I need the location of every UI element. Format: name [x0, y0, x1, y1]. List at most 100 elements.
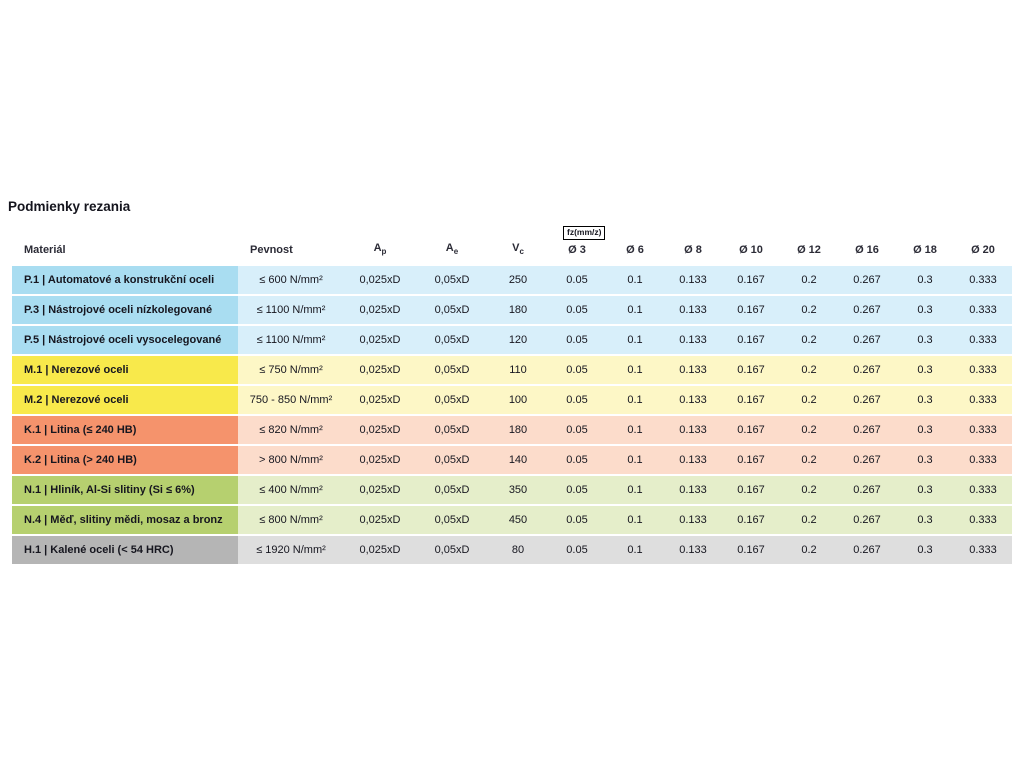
feed-cell: 0.333 — [969, 484, 997, 496]
feed-cell: 0.2 — [801, 454, 817, 466]
feed-cell: 0.133 — [679, 514, 707, 526]
header-diameter-18: Ø 18 — [913, 244, 937, 256]
feed-cell: 0.3 — [917, 544, 933, 556]
ae-cell: 0,05xD — [434, 304, 470, 316]
feed-cell: 0.133 — [679, 424, 707, 436]
feed-cell: 0.05 — [566, 544, 588, 556]
feed-cell: 0.267 — [853, 424, 881, 436]
pevnost-cell: 750 - 850 N/mm² — [249, 394, 333, 406]
feed-cell: 0.167 — [737, 544, 765, 556]
ap-cell: 0,025xD — [359, 364, 401, 376]
feed-cell: 0.133 — [679, 304, 707, 316]
feed-cell: 0.167 — [737, 484, 765, 496]
header-ap: Ap — [344, 242, 416, 264]
feed-cell: 0.3 — [917, 364, 933, 376]
feed-cell: 0.3 — [917, 394, 933, 406]
feed-cell: 0.133 — [679, 334, 707, 346]
header-material: Materiál — [24, 244, 66, 256]
pevnost-cell: ≤ 1100 N/mm² — [256, 334, 326, 346]
feed-cell: 0.267 — [853, 394, 881, 406]
pevnost-cell: ≤ 1100 N/mm² — [256, 304, 326, 316]
header-ae: Ae — [416, 242, 488, 264]
feed-cell: 0.1 — [627, 454, 643, 466]
ap-cell: 0,025xD — [359, 424, 401, 436]
pevnost-cell: ≤ 400 N/mm² — [259, 484, 323, 496]
header-ap-base: A — [373, 241, 382, 254]
feed-cell: 0.333 — [969, 304, 997, 316]
material-cell: P.5 | Nástrojové oceli vysocelegované — [12, 326, 238, 354]
feed-cell: 0.05 — [566, 484, 588, 496]
material-cell: K.1 | Litina (≤ 240 HB) — [12, 416, 238, 444]
header-pevnost: Pevnost — [250, 244, 293, 256]
header-vc: Vc — [488, 242, 548, 264]
ap-cell: 0,025xD — [359, 544, 401, 556]
feed-cell: 0.3 — [917, 274, 933, 286]
feed-cell: 0.05 — [566, 454, 588, 466]
feed-cell: 0.2 — [801, 394, 817, 406]
feed-cell: 0.133 — [679, 544, 707, 556]
feed-cell: 0.267 — [853, 334, 881, 346]
vc-cell: 350 — [508, 484, 528, 496]
table-row: N.1 | Hliník, Al-Si slitiny (Si ≤ 6%) ≤ … — [12, 476, 1012, 504]
feed-cell: 0.267 — [853, 514, 881, 526]
feed-cell: 0.3 — [917, 304, 933, 316]
feed-cell: 0.267 — [853, 304, 881, 316]
feed-cell: 0.3 — [917, 454, 933, 466]
feed-cell: 0.133 — [679, 484, 707, 496]
feed-cell: 0.3 — [917, 424, 933, 436]
pevnost-cell: ≤ 800 N/mm² — [259, 514, 323, 526]
table-row: P.3 | Nástrojové oceli nízkolegované ≤ 1… — [12, 296, 1012, 324]
feed-cell: 0.1 — [627, 424, 643, 436]
feed-cell: 0.2 — [801, 304, 817, 316]
feed-cell: 0.333 — [969, 394, 997, 406]
feed-cell: 0.1 — [627, 274, 643, 286]
feed-cell: 0.133 — [679, 454, 707, 466]
feed-cell: 0.267 — [853, 454, 881, 466]
feed-cell: 0.333 — [969, 514, 997, 526]
ap-cell: 0,025xD — [359, 334, 401, 346]
feed-cell: 0.2 — [801, 424, 817, 436]
feed-cell: 0.133 — [679, 364, 707, 376]
feed-cell: 0.167 — [737, 364, 765, 376]
ae-cell: 0,05xD — [434, 514, 470, 526]
table-row: M.1 | Nerezové oceli ≤ 750 N/mm² 0,025xD… — [12, 356, 1012, 384]
table-header-row: Materiál Pevnost Ap Ae Vc Ø 3 Ø 6 Ø 8 Ø … — [12, 224, 1012, 264]
ae-cell: 0,05xD — [434, 274, 470, 286]
pevnost-cell: ≤ 750 N/mm² — [259, 364, 323, 376]
material-cell: M.1 | Nerezové oceli — [12, 356, 238, 384]
pevnost-cell: > 800 N/mm² — [259, 454, 323, 466]
ap-cell: 0,025xD — [359, 304, 401, 316]
vc-cell: 250 — [508, 274, 528, 286]
feed-cell: 0.05 — [566, 304, 588, 316]
ap-cell: 0,025xD — [359, 514, 401, 526]
ap-cell: 0,025xD — [359, 454, 401, 466]
ae-cell: 0,05xD — [434, 424, 470, 436]
vc-cell: 180 — [508, 304, 528, 316]
feed-cell: 0.133 — [679, 274, 707, 286]
material-cell: M.2 | Nerezové oceli — [12, 386, 238, 414]
feed-cell: 0.3 — [917, 484, 933, 496]
feed-cell: 0.267 — [853, 544, 881, 556]
table-row: P.5 | Nástrojové oceli vysocelegované ≤ … — [12, 326, 1012, 354]
ae-cell: 0,05xD — [434, 334, 470, 346]
ap-cell: 0,025xD — [359, 274, 401, 286]
vc-cell: 100 — [508, 394, 528, 406]
feed-cell: 0.333 — [969, 274, 997, 286]
header-diameter-12: Ø 12 — [797, 244, 821, 256]
header-ae-sub: e — [453, 247, 459, 256]
feed-cell: 0.1 — [627, 364, 643, 376]
feed-cell: 0.1 — [627, 334, 643, 346]
feed-cell: 0.05 — [566, 424, 588, 436]
feed-cell: 0.333 — [969, 544, 997, 556]
feed-cell: 0.167 — [737, 514, 765, 526]
cutting-conditions-table: Materiál Pevnost Ap Ae Vc Ø 3 Ø 6 Ø 8 Ø … — [12, 224, 1012, 564]
vc-cell: 110 — [509, 364, 527, 376]
ae-cell: 0,05xD — [434, 484, 470, 496]
material-cell: P.1 | Automatové a konstrukční oceli — [12, 266, 238, 294]
feed-cell: 0.1 — [627, 484, 643, 496]
pevnost-cell: ≤ 600 N/mm² — [259, 274, 323, 286]
ap-cell: 0,025xD — [359, 484, 401, 496]
feed-cell: 0.3 — [917, 334, 933, 346]
header-diameter-6: Ø 6 — [626, 244, 644, 256]
feed-cell: 0.05 — [566, 274, 588, 286]
